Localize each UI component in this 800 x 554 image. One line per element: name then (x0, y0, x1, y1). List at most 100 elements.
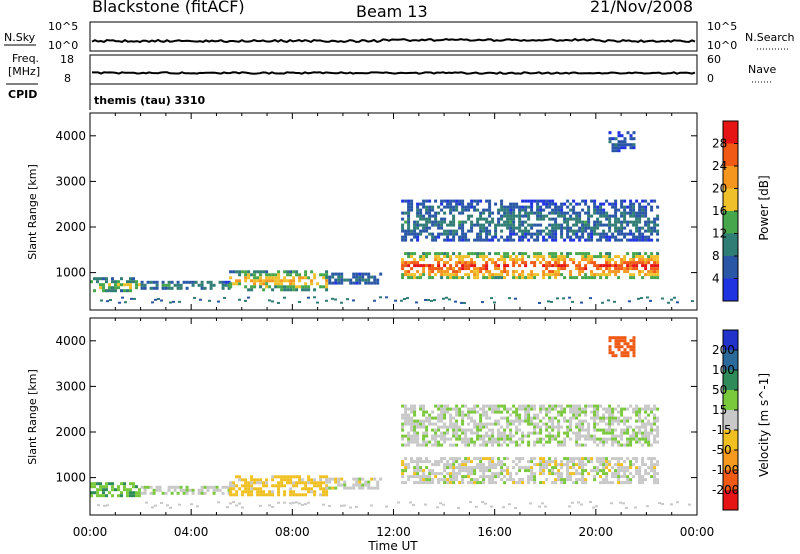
echo-cell (614, 434, 618, 438)
echo-cell (635, 226, 639, 230)
echo-cell (250, 484, 254, 488)
ground-scatter-cell (667, 301, 670, 304)
echo-cell (277, 475, 281, 479)
echo-cell (575, 463, 579, 467)
echo-cell (626, 437, 630, 441)
ground-scatter-cell (283, 296, 286, 299)
echo-cell (434, 428, 438, 432)
echo-cell (126, 488, 129, 492)
echo-cell (551, 404, 555, 408)
echo-cell (482, 252, 486, 256)
echo-cell (401, 443, 405, 447)
echo-cell (569, 229, 573, 233)
echo-cell (527, 211, 531, 215)
echo-cell (572, 431, 576, 435)
velocity-colorbar-tick-label: -100 (712, 463, 739, 477)
x-tick-label: 20:00 (579, 525, 614, 539)
echo-cell (352, 486, 356, 490)
echo-cell (428, 478, 432, 482)
echo-cell (563, 276, 567, 280)
echo-cell (596, 267, 600, 271)
echo-cell (539, 428, 543, 432)
echo-cell (123, 485, 126, 489)
echo-cell (572, 404, 576, 408)
ground-scatter-cell (109, 298, 112, 301)
echo-cell (428, 475, 432, 479)
echo-cell (575, 407, 579, 411)
echo-cell (292, 270, 296, 274)
echo-cell (289, 288, 293, 292)
echo-cell (224, 283, 228, 287)
echo-cell (437, 460, 441, 464)
echo-cell (407, 223, 411, 227)
echo-cell (407, 208, 411, 212)
echo-cell (470, 252, 474, 256)
echo-cell (512, 258, 516, 262)
echo-cell (413, 481, 417, 485)
echo-cell (455, 205, 459, 209)
echo-cell (512, 276, 516, 280)
echo-cell (232, 487, 236, 491)
echo-cell (527, 413, 531, 417)
echo-cell (419, 466, 423, 470)
echo-cell (626, 481, 630, 485)
echo-cell (431, 469, 435, 473)
echo-cell (90, 280, 93, 284)
echo-cell (256, 270, 260, 274)
echo-cell (262, 481, 266, 485)
echo-cell (536, 217, 540, 221)
echo-cell (539, 457, 543, 461)
echo-cell (425, 466, 429, 470)
echo-cell (461, 478, 465, 482)
echo-cell (617, 140, 621, 144)
echo-cell (277, 487, 281, 491)
ground-scatter-cell (628, 300, 631, 303)
echo-cell (497, 407, 501, 411)
echo-cell (340, 272, 344, 276)
echo-cell (307, 475, 311, 479)
echo-cell (575, 434, 579, 438)
echo-cell (653, 478, 657, 482)
echo-cell (404, 413, 408, 417)
velocity-colorbar-label: Velocity [m s^-1] (757, 373, 771, 477)
echo-cell (479, 425, 483, 429)
echo-cell (238, 475, 242, 479)
echo-cell (578, 419, 582, 423)
echo-cell (545, 238, 549, 242)
echo-cell (545, 261, 549, 265)
echo-cell (512, 404, 516, 408)
echo-cell (566, 428, 570, 432)
echo-cell (500, 460, 504, 464)
echo-cell (373, 275, 377, 279)
echo-cell (316, 484, 320, 488)
echo-cell (590, 457, 594, 461)
echo-cell (132, 491, 135, 495)
echo-cell (638, 217, 642, 221)
echo-cell (632, 202, 636, 206)
echo-cell (506, 270, 510, 274)
power-colorbar-tick-label: 24 (712, 159, 727, 173)
echo-cell (425, 205, 429, 209)
echo-cell (373, 281, 377, 285)
echo-cell (464, 255, 468, 259)
echo-cell (452, 214, 456, 218)
echo-cell (449, 478, 453, 482)
echo-cell (455, 425, 459, 429)
echo-cell (126, 289, 129, 293)
echo-cell (533, 431, 537, 435)
y-tick-label: 3000 (55, 379, 86, 393)
echo-cell (111, 494, 114, 498)
echo-cell (129, 482, 132, 486)
echo-cell (602, 223, 606, 227)
echo-cell (268, 273, 272, 277)
echo-cell (449, 208, 453, 212)
echo-cell (575, 404, 579, 408)
ground-scatter-cell (352, 299, 355, 302)
echo-cell (419, 214, 423, 218)
echo-cell (422, 419, 426, 423)
echo-cell (473, 425, 477, 429)
echo-cell (325, 478, 329, 482)
echo-cell (337, 480, 341, 484)
echo-cell (566, 431, 570, 435)
